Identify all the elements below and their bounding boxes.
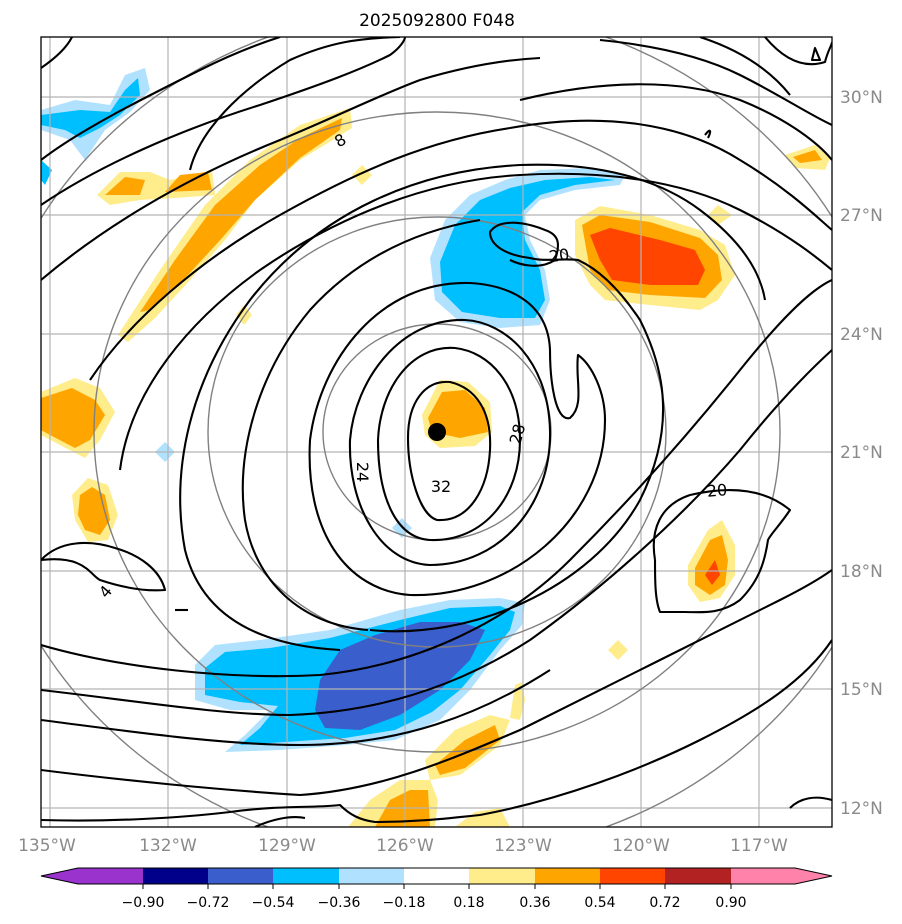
- colorbar-swatch: [208, 868, 273, 884]
- positive-anomaly-region: [105, 177, 145, 195]
- colorbar-swatch: [665, 868, 731, 884]
- lon-tick-label: 135°W: [18, 836, 76, 856]
- colorbar-swatch: [273, 868, 339, 884]
- shaded-field: [41, 68, 830, 827]
- contour-label: 28: [506, 422, 530, 447]
- chart-title: 2025092800 F048: [359, 11, 515, 31]
- graticule: [41, 37, 832, 827]
- negative-anomaly-region: [440, 177, 615, 318]
- colorbar: −0.90 −0.72 −0.54 −0.36 −0.18 0.18 0.36 …: [40, 867, 833, 911]
- contour-line: [41, 541, 167, 592]
- colorbar-tick-label: 0.18: [453, 895, 484, 911]
- contour-line: [348, 318, 552, 567]
- negative-anomaly-region: [41, 160, 52, 185]
- contour-line: [699, 37, 791, 96]
- contour-line: [89, 119, 832, 381]
- contour-line: [179, 163, 767, 652]
- contour-line: [652, 489, 792, 614]
- colorbar-swatch: [143, 868, 208, 884]
- contour-line: [308, 281, 607, 597]
- positive-anomaly-region: [435, 725, 500, 775]
- colorbar-swatch: [339, 868, 404, 884]
- map-panel: 8 4 24 32 28 20 20: [40, 36, 833, 828]
- contour-line: [406, 380, 492, 522]
- contour-line: [599, 38, 832, 126]
- colorbar-outline: [40, 867, 833, 885]
- positive-anomaly-region: [608, 640, 628, 660]
- colorbar-extend-high: [731, 868, 832, 884]
- contour-line: [41, 37, 407, 206]
- contour-line: [764, 37, 832, 66]
- contour-line: [376, 346, 522, 542]
- map-frame: [40, 36, 833, 828]
- contour-label: 20: [706, 480, 728, 501]
- positive-anomaly-region: [793, 150, 822, 163]
- positive-anomaly-region: [41, 388, 105, 448]
- positive-anomaly-region: [705, 560, 720, 585]
- lon-tick-label: 117°W: [730, 836, 788, 856]
- lon-tick-label: 132°W: [139, 836, 197, 856]
- contour-line: [41, 279, 832, 678]
- contour-line: [118, 172, 832, 471]
- colorbar-swatch: [404, 868, 469, 884]
- lon-tick-label: 129°W: [258, 836, 316, 856]
- contour-line: [188, 37, 401, 171]
- colorbar-tick-label: 0.90: [715, 895, 746, 911]
- contour-line: [254, 816, 306, 827]
- colorbar-tick-label: −0.18: [383, 895, 426, 911]
- contour-line: [41, 37, 281, 161]
- longitude-labels: 135°W 132°W 129°W 126°W 123°W 120°W 117°…: [18, 836, 788, 856]
- colorbar-tick-label: 0.54: [584, 895, 615, 911]
- contour-line: [789, 796, 832, 809]
- colorbar-extend-low: [41, 868, 143, 884]
- contour-line: [41, 37, 73, 69]
- contour-line: [241, 218, 481, 632]
- contour-line: [41, 639, 832, 824]
- lat-tick-label: 18°N: [840, 562, 883, 582]
- contour-line: [41, 56, 541, 281]
- lat-tick-label: 15°N: [840, 680, 883, 700]
- storm-center-marker: [428, 423, 446, 441]
- colorbar-swatch: [535, 868, 600, 884]
- colorbar-swatch: [600, 868, 665, 884]
- lat-tick-label: 30°N: [840, 88, 883, 108]
- colorbar-tick-label: −0.36: [318, 895, 361, 911]
- latitude-labels: 30°N 27°N 24°N 21°N 18°N 15°N 12°N: [840, 88, 883, 819]
- colorbar-swatches: [40, 867, 833, 885]
- negative-anomaly-region: [41, 78, 140, 138]
- lat-tick-label: 24°N: [840, 325, 883, 345]
- range-ring: [93, 111, 781, 753]
- positive-anomaly-region: [510, 682, 525, 720]
- colorbar-ticks: [142, 884, 732, 889]
- positive-anomaly-region: [695, 535, 728, 595]
- colorbar-swatch: [469, 868, 535, 884]
- lon-tick-label: 126°W: [376, 836, 434, 856]
- colorbar-tick-label: 0.36: [519, 895, 550, 911]
- contour-lines: [41, 37, 832, 827]
- contour-line: [519, 83, 832, 161]
- contour-line: [369, 221, 665, 633]
- contour-label: 32: [431, 477, 451, 496]
- lat-tick-label: 21°N: [840, 443, 883, 463]
- lon-tick-label: 123°W: [494, 836, 552, 856]
- lat-tick-label: 12°N: [840, 799, 883, 819]
- contour-line: [704, 129, 712, 139]
- colorbar-tick-label: −0.54: [252, 895, 295, 911]
- positive-anomaly-region: [590, 228, 705, 285]
- contour-line: [41, 569, 832, 797]
- colorbar-tick-label: 0.72: [649, 895, 680, 911]
- lon-tick-label: 120°W: [612, 836, 670, 856]
- contour-line: [41, 669, 551, 747]
- contour-line: [810, 46, 822, 62]
- lat-tick-label: 27°N: [840, 206, 883, 226]
- contour-line: [41, 349, 832, 717]
- colorbar-tick-label: −0.72: [187, 895, 230, 911]
- contour-labels: 8 4 24 32 28 20 20: [95, 130, 728, 602]
- contour-label: 24: [353, 462, 372, 482]
- contour-label: 20: [548, 245, 571, 267]
- negative-anomaly-region: [315, 622, 485, 730]
- colorbar-tick-label: −0.90: [122, 895, 165, 911]
